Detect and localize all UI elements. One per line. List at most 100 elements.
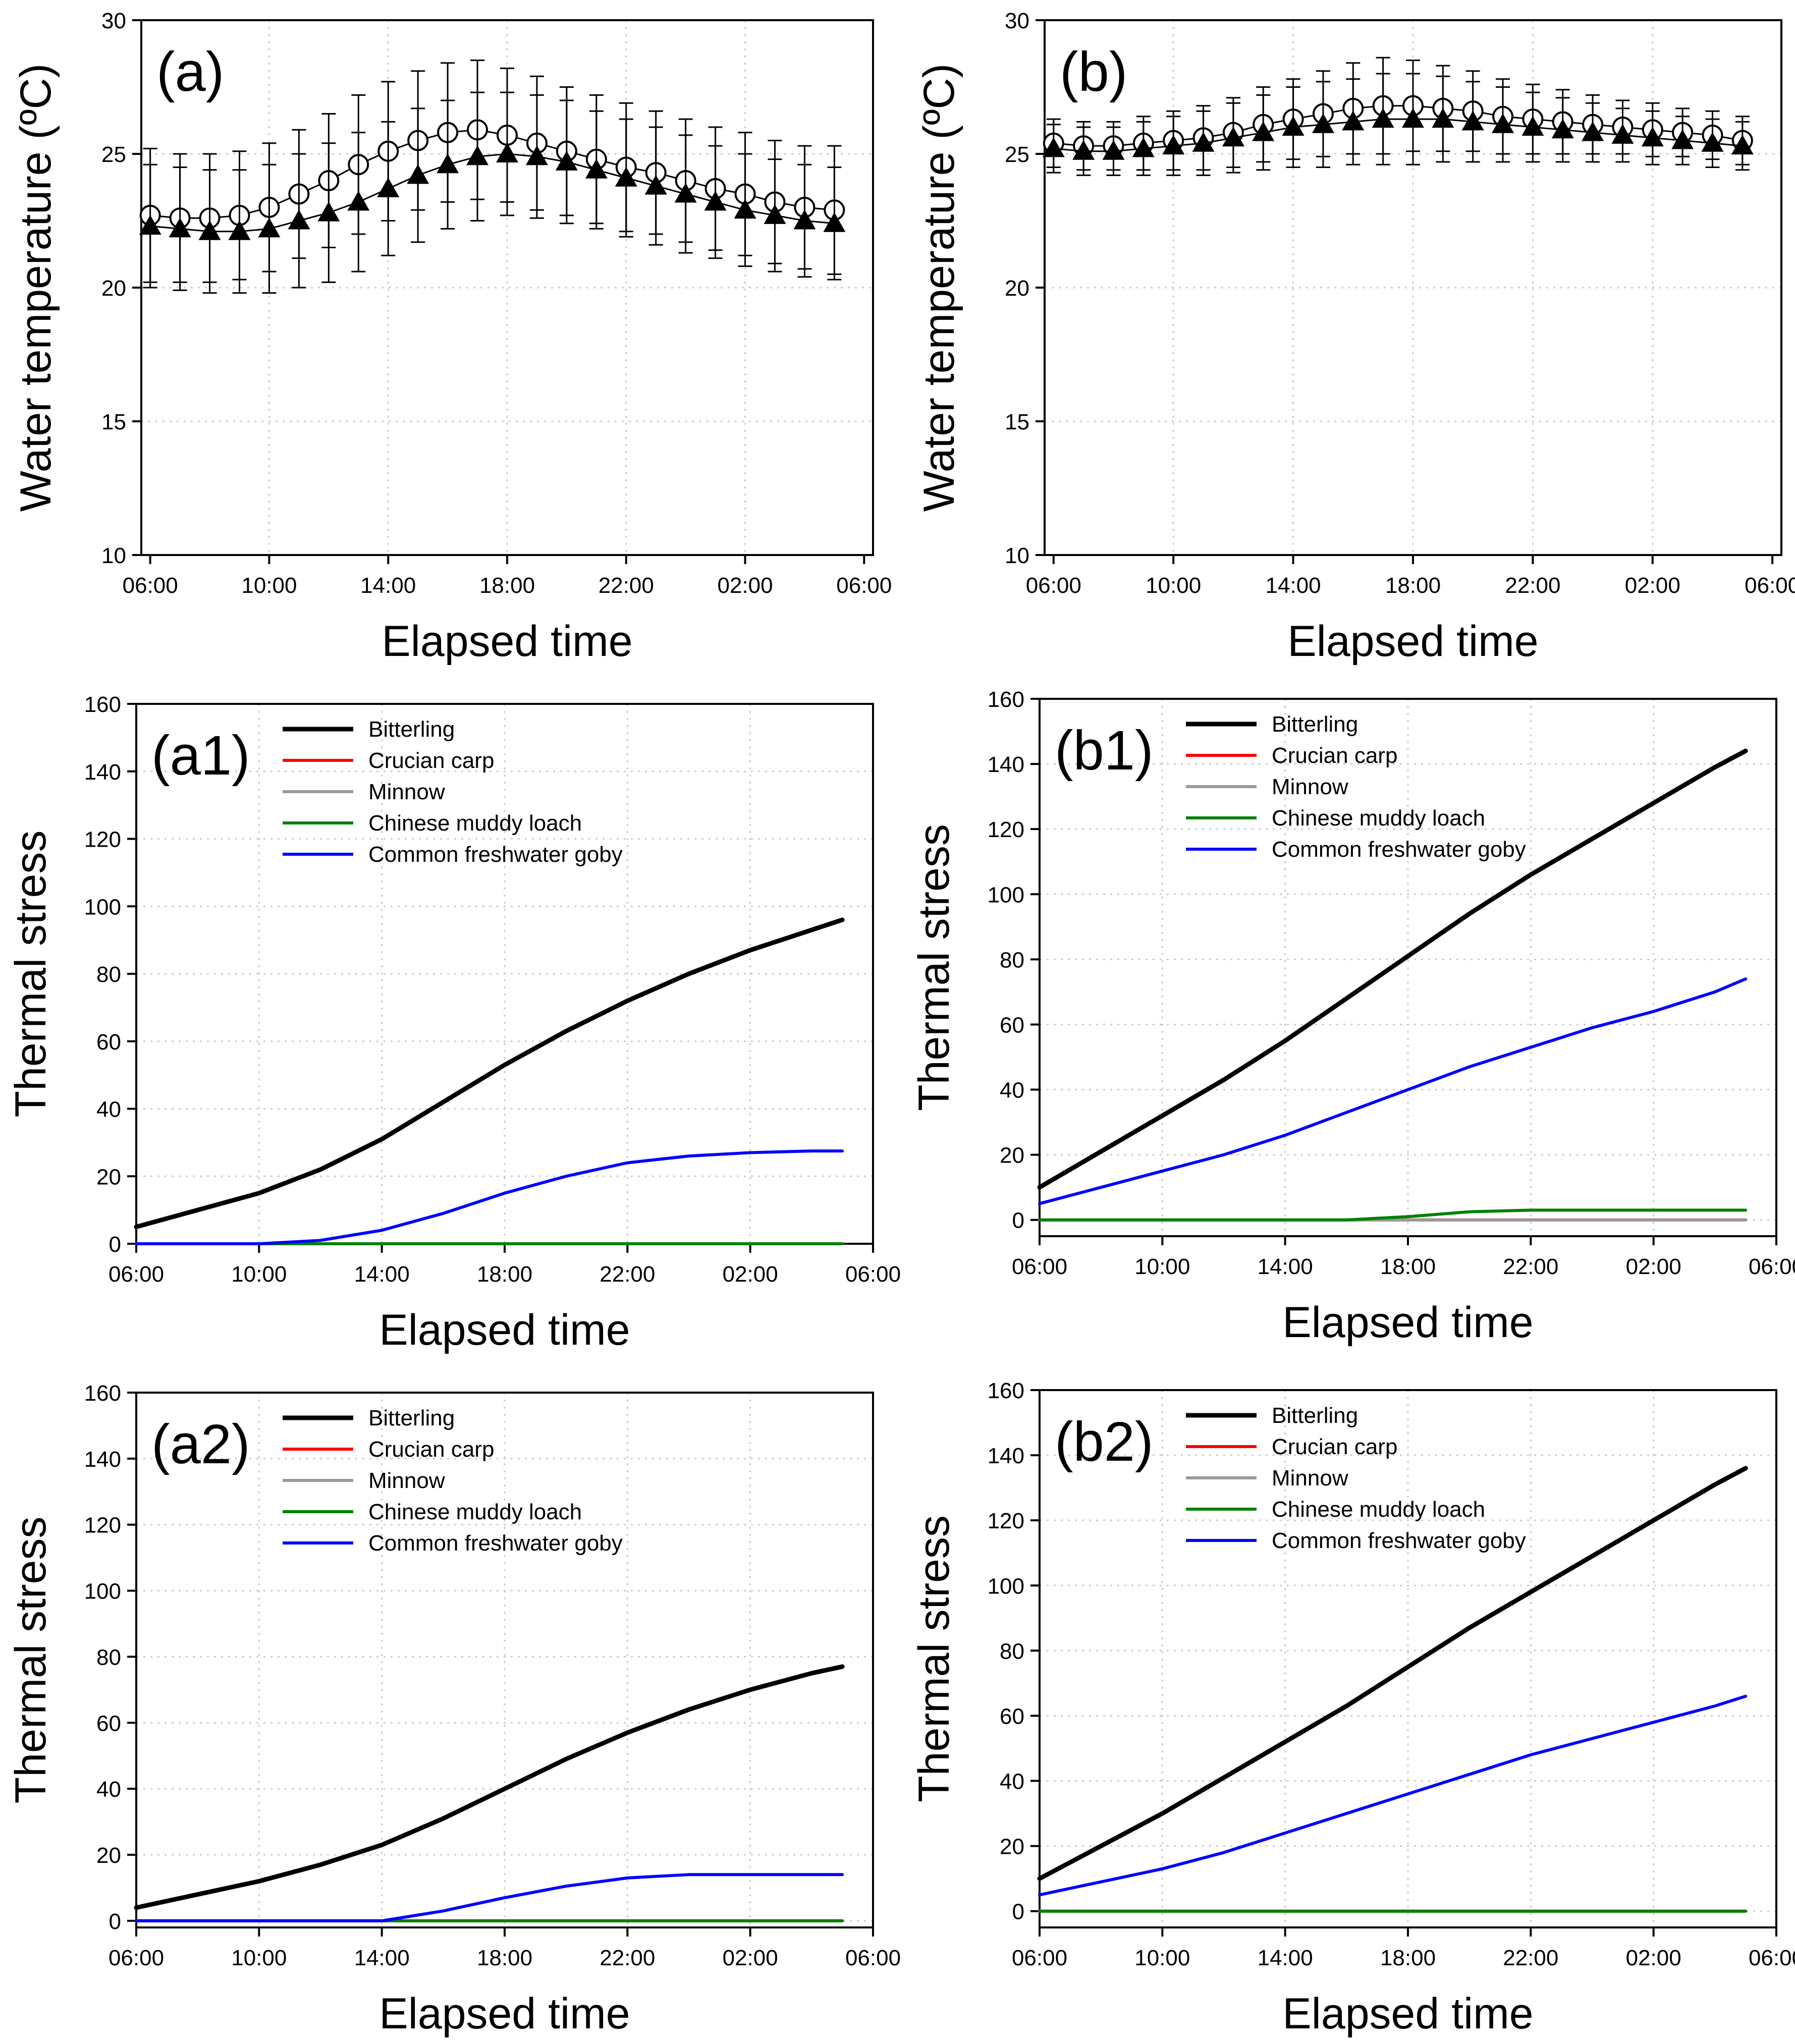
y-tick-label: 140 <box>988 1444 1024 1468</box>
series-line-chinese-muddy-loach <box>1038 1208 1748 1222</box>
data-point <box>734 199 756 219</box>
y-tick-label: 0 <box>109 1232 121 1257</box>
x-tick-label: 22:00 <box>1503 1946 1558 1970</box>
x-tick-label: 06:00 <box>845 1946 901 1970</box>
y-tick-label: 40 <box>1000 1770 1024 1794</box>
series-line <box>1053 118 1743 152</box>
x-tick-label: 14:00 <box>1258 1254 1313 1279</box>
x-axis-title: Elapsed time <box>379 1990 630 2038</box>
y-tick-label: 60 <box>96 1030 121 1055</box>
series-line-common-freshwater-goby <box>1038 977 1748 1205</box>
chart-panel-a: 06:00 10:00 14:00 18:00 22:00 02:00 06:00 10 15 2… <box>12 9 892 666</box>
y-axis-title: Water temperature (ºC) <box>12 64 60 512</box>
y-tick-label: 30 <box>1005 9 1029 33</box>
x-tick-label: 10:00 <box>231 1946 287 1970</box>
data-point <box>644 175 667 195</box>
x-tick-label: 14:00 <box>1258 1946 1313 1970</box>
x-tick-label: 22:00 <box>599 573 654 598</box>
x-tick-label: 14:00 <box>1266 573 1321 598</box>
x-tick-label: 22:00 <box>1503 1254 1558 1279</box>
legend-label: Crucian carp <box>1272 743 1397 768</box>
y-tick-label: 160 <box>84 1381 121 1406</box>
y-tick-label: 20 <box>1000 1143 1024 1168</box>
y-tick-label: 40 <box>96 1097 121 1122</box>
data-point <box>437 153 459 174</box>
data-point <box>1252 121 1275 141</box>
legend-label: Common freshwater goby <box>368 842 623 867</box>
chart-panel-b2: 06:00 10:00 14:00 18:00 22:00 02:00 06:00 0 20 40… <box>910 1378 1795 2038</box>
y-tick-label: 160 <box>988 687 1024 712</box>
legend-label: Minnow <box>1272 1466 1348 1490</box>
series-line <box>150 129 835 219</box>
x-tick-label: 06:00 <box>1745 573 1795 598</box>
x-tick-label: 18:00 <box>1380 1254 1436 1279</box>
data-point <box>407 164 429 184</box>
y-axis-title: Thermal stress <box>910 824 958 1111</box>
legend-label: Bitterling <box>368 1406 455 1430</box>
x-tick-label: 06:00 <box>108 1262 164 1287</box>
y-tick-label: 20 <box>101 276 126 301</box>
data-point <box>704 191 727 211</box>
data-point <box>228 220 251 240</box>
data-point <box>1102 140 1125 160</box>
x-tick-label: 06:00 <box>836 573 892 598</box>
data-point <box>1492 113 1514 133</box>
panel-label: (a) <box>156 41 224 103</box>
x-tick-label: 06:00 <box>1749 1254 1795 1279</box>
data-point <box>1162 135 1185 155</box>
x-tick-label: 02:00 <box>1625 573 1680 598</box>
x-tick-label: 14:00 <box>354 1946 410 1970</box>
data-point <box>585 158 608 179</box>
y-tick-label: 20 <box>96 1165 121 1189</box>
data-point <box>764 204 786 224</box>
y-tick-label: 120 <box>84 1513 121 1538</box>
y-tick-label: 10 <box>101 543 126 568</box>
y-tick-label: 60 <box>1000 1013 1024 1037</box>
x-tick-label: 02:00 <box>723 1946 778 1970</box>
y-tick-label: 20 <box>1005 276 1029 301</box>
y-tick-label: 15 <box>101 410 126 434</box>
y-tick-label: 40 <box>1000 1078 1024 1103</box>
y-tick-label: 25 <box>101 142 126 167</box>
y-tick-label: 100 <box>84 895 121 919</box>
x-tick-label: 22:00 <box>600 1262 655 1287</box>
data-point <box>1192 132 1215 152</box>
data-point <box>615 167 637 187</box>
data-point <box>525 145 548 165</box>
x-tick-label: 02:00 <box>723 1262 778 1287</box>
series-triangle-filled <box>139 91 846 294</box>
series-line-bitterling <box>1037 748 1748 1190</box>
x-tick-label: 18:00 <box>477 1262 532 1287</box>
panel-label: (a2) <box>151 1413 250 1475</box>
series-line-bitterling <box>134 917 845 1230</box>
data-point <box>1312 113 1334 133</box>
y-tick-label: 30 <box>101 9 126 33</box>
y-tick-label: 100 <box>988 1574 1024 1598</box>
legend-label: Chinese muddy loach <box>368 811 582 836</box>
legend-label: Crucian carp <box>368 748 494 773</box>
series-line <box>1053 105 1743 147</box>
x-tick-label: 10:00 <box>1146 573 1201 598</box>
data-point <box>1282 116 1304 136</box>
data-point <box>1551 119 1574 139</box>
x-tick-label: 18:00 <box>1385 573 1441 598</box>
y-axis-title: Water temperature (ºC) <box>915 64 963 512</box>
panel-label: (b) <box>1060 41 1127 103</box>
x-tick-label: 14:00 <box>360 573 416 598</box>
data-point <box>1222 127 1244 147</box>
y-tick-label: 25 <box>1005 142 1029 167</box>
y-tick-label: 100 <box>988 882 1024 907</box>
x-tick-label: 22:00 <box>1505 573 1560 598</box>
x-tick-label: 10:00 <box>1134 1946 1190 1970</box>
series-line-common-freshwater-goby <box>135 1149 844 1245</box>
data-point <box>1072 140 1095 160</box>
data-point <box>674 183 697 203</box>
x-axis-title: Elapsed time <box>382 617 632 666</box>
panel-label: (a1) <box>151 725 250 787</box>
legend-label: Bitterling <box>368 717 455 742</box>
y-tick-label: 20 <box>96 1843 121 1868</box>
x-tick-label: 10:00 <box>231 1262 287 1287</box>
data-point <box>258 217 281 238</box>
y-axis-title: Thermal stress <box>7 1517 55 1804</box>
